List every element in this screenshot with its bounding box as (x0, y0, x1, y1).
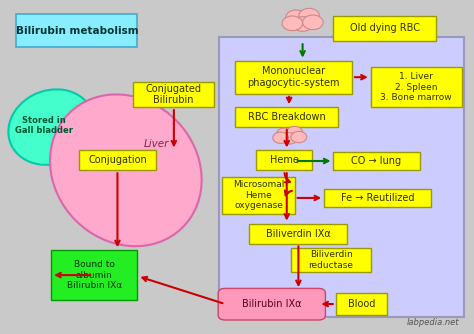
Text: Conjugated
Bilirubin: Conjugated Bilirubin (146, 84, 201, 106)
Text: Stored in
Gall bladder: Stored in Gall bladder (15, 116, 73, 135)
FancyBboxPatch shape (51, 250, 137, 300)
FancyBboxPatch shape (222, 177, 295, 213)
Text: Old dying RBC: Old dying RBC (350, 23, 419, 33)
Text: Mononuclear
phagocytic-system: Mononuclear phagocytic-system (247, 66, 340, 88)
Text: 1. Liver
2. Spleen
3. Bone marrow: 1. Liver 2. Spleen 3. Bone marrow (380, 72, 452, 102)
Text: Bound to
albumin
Bilirubin IXα: Bound to albumin Bilirubin IXα (67, 260, 122, 290)
FancyBboxPatch shape (371, 67, 462, 107)
FancyBboxPatch shape (16, 14, 137, 47)
Text: Conjugation: Conjugation (88, 155, 147, 165)
FancyBboxPatch shape (133, 82, 214, 107)
FancyBboxPatch shape (336, 293, 387, 315)
FancyBboxPatch shape (236, 60, 352, 94)
Circle shape (302, 15, 323, 30)
FancyBboxPatch shape (292, 248, 371, 272)
Circle shape (282, 133, 298, 144)
Circle shape (286, 10, 306, 25)
Text: Biliverdin IXα: Biliverdin IXα (266, 228, 331, 238)
Circle shape (299, 8, 319, 23)
FancyBboxPatch shape (236, 107, 338, 127)
Circle shape (291, 131, 307, 143)
Text: labpedia.net: labpedia.net (407, 318, 459, 327)
FancyBboxPatch shape (219, 37, 464, 317)
FancyBboxPatch shape (218, 288, 326, 320)
Text: Microsomal
Heme
oxygenase: Microsomal Heme oxygenase (233, 180, 284, 210)
Circle shape (292, 17, 313, 31)
Circle shape (287, 127, 302, 138)
Text: Bilirubin IXα: Bilirubin IXα (242, 299, 301, 309)
Ellipse shape (9, 89, 94, 165)
FancyBboxPatch shape (324, 189, 431, 207)
FancyBboxPatch shape (79, 150, 156, 170)
Text: Biliverdin
reductase: Biliverdin reductase (309, 250, 354, 270)
FancyBboxPatch shape (249, 223, 347, 243)
FancyBboxPatch shape (333, 152, 419, 170)
Text: Blood: Blood (348, 299, 375, 309)
FancyBboxPatch shape (256, 150, 312, 170)
Text: Liver: Liver (144, 139, 169, 149)
Circle shape (282, 16, 302, 31)
Text: Fe → Reutilized: Fe → Reutilized (341, 193, 414, 203)
Circle shape (276, 128, 292, 139)
Circle shape (273, 132, 289, 143)
Ellipse shape (50, 95, 201, 246)
FancyBboxPatch shape (333, 16, 436, 41)
Text: RBC Breakdown: RBC Breakdown (248, 112, 326, 122)
Text: Heme: Heme (270, 155, 299, 165)
Text: Bilirubin metabolism: Bilirubin metabolism (16, 26, 138, 36)
Text: CO → lung: CO → lung (351, 156, 401, 166)
